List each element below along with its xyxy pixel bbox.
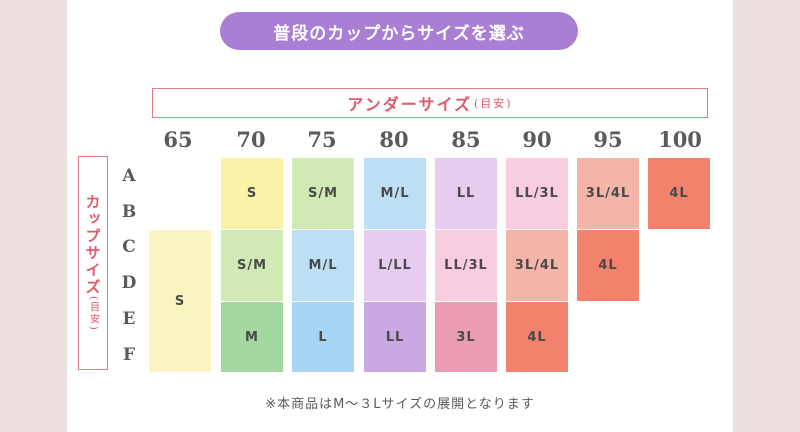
size-cell-label: LL <box>385 329 405 345</box>
size-cell-label: LL/3L <box>515 186 559 201</box>
size-cell-label: LL <box>456 186 476 201</box>
col-head-65: 65 <box>163 127 193 152</box>
row-head-a: A <box>122 166 136 186</box>
size-cell-label: L <box>318 329 328 345</box>
cup-size-sub: (目安) <box>87 296 99 332</box>
size-cell: L <box>292 302 354 372</box>
size-cell-label: M/L <box>308 258 338 273</box>
title-pill: 普段のカップからサイズを選ぶ <box>220 12 578 50</box>
col-head-95: 95 <box>593 127 623 152</box>
size-cell: 3L <box>435 302 497 372</box>
size-cell-label: 4L <box>669 186 689 201</box>
size-cell: 3L/4L <box>577 158 639 229</box>
size-cell-label: 4L <box>527 329 547 345</box>
size-cell-label: 3L <box>456 329 476 345</box>
cup-size-header: カップサイズ(目安) <box>78 156 108 370</box>
size-cell-label: M/L <box>380 186 410 201</box>
size-cell: L/LL <box>364 230 426 301</box>
size-cell: LL <box>435 158 497 229</box>
col-head-70: 70 <box>236 127 266 152</box>
row-head-e: E <box>122 309 136 329</box>
size-cell: M/L <box>364 158 426 229</box>
size-cell: S <box>149 230 211 372</box>
size-cell-label: 3L/4L <box>514 258 560 273</box>
col-head-100: 100 <box>658 127 702 152</box>
title-text: 普段のカップからサイズを選ぶ <box>273 23 525 44</box>
size-cell-label: S/M <box>236 258 268 273</box>
size-cell: 4L <box>577 230 639 301</box>
col-head-90: 90 <box>522 127 552 152</box>
size-cell: M/L <box>292 230 354 301</box>
under-size-sub: (目安) <box>473 97 513 110</box>
row-head-d: D <box>121 273 137 293</box>
under-size-header: アンダーサイズ (目安) <box>152 88 708 118</box>
size-cell-label: S <box>246 186 258 201</box>
cup-size-label-wrap: カップサイズ(目安) <box>83 194 104 332</box>
size-cell: S/M <box>292 158 354 229</box>
size-cell: 4L <box>648 158 710 229</box>
col-head-75: 75 <box>307 127 337 152</box>
col-head-85: 85 <box>451 127 481 152</box>
size-cell-label: 4L <box>598 258 618 273</box>
size-cell-label: LL/3L <box>444 258 488 273</box>
size-cell-label: M <box>245 329 259 345</box>
size-cell: LL <box>364 302 426 372</box>
row-head-c: C <box>122 237 136 257</box>
size-cell: LL/3L <box>506 158 568 229</box>
size-cell: M <box>221 302 283 372</box>
size-cell-label: S/M <box>307 186 339 201</box>
size-cell-label: S <box>174 293 186 309</box>
size-cell-label: L/LL <box>378 258 412 273</box>
row-head-f: F <box>122 345 136 365</box>
size-cell: S <box>221 158 283 229</box>
size-cell: 4L <box>506 302 568 372</box>
under-size-label: アンダーサイズ <box>347 95 472 114</box>
size-cell: LL/3L <box>435 230 497 301</box>
size-cell: 3L/4L <box>506 230 568 301</box>
row-head-b: B <box>121 202 137 222</box>
footnote: ※本商品はM〜３Lサイズの展開となります <box>265 397 535 412</box>
size-cell-label: 3L/4L <box>585 186 631 201</box>
cup-size-label: カップサイズ <box>83 194 102 297</box>
col-head-80: 80 <box>379 127 409 152</box>
size-cell: S/M <box>221 230 283 301</box>
